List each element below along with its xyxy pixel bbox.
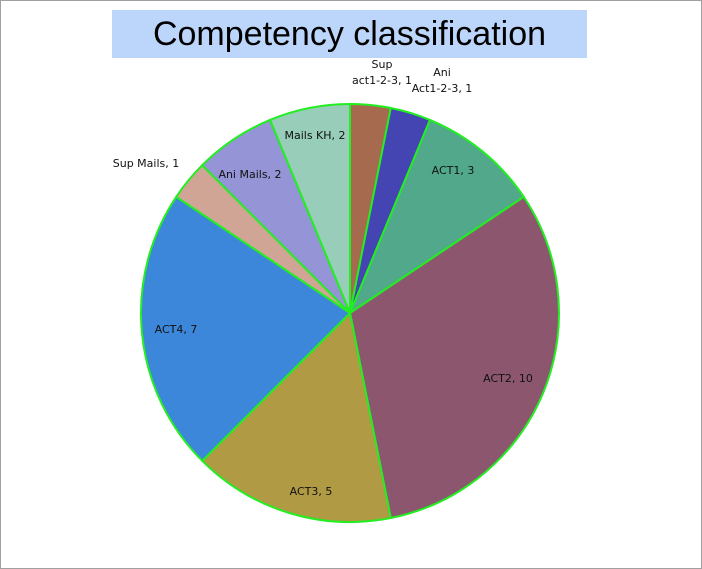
slice-label: Sup act1-2-3, 1 [352, 58, 412, 87]
slice-label: Ani Act1-2-3, 1 [412, 66, 473, 95]
slice-label: ACT3, 5 [290, 485, 333, 498]
pie-slices [140, 102, 560, 523]
slice-label: ACT2, 10 [483, 372, 533, 385]
slice-label: Ani Mails, 2 [218, 168, 281, 181]
slice-label: Sup Mails, 1 [113, 157, 180, 170]
pie-rim [140, 103, 560, 523]
chart-title: Competency classification [152, 14, 547, 53]
slice-label: ACT1, 3 [432, 164, 475, 177]
chart-title-box: Competency classification [112, 10, 587, 58]
slice-label: ACT4, 7 [155, 323, 198, 336]
slice-label: Mails KH, 2 [284, 129, 345, 142]
